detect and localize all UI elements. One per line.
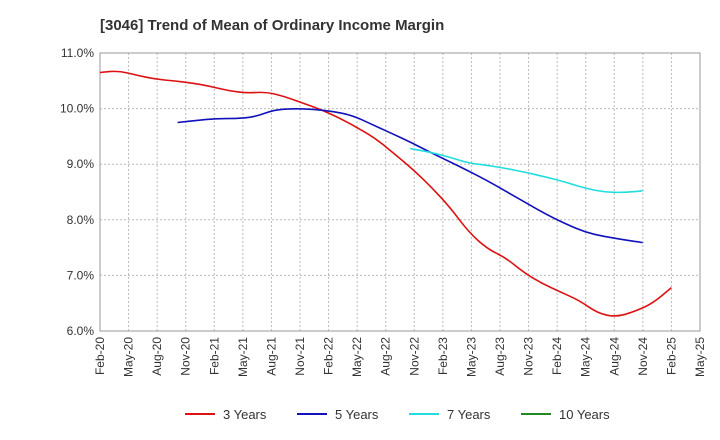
x-tick-label: Feb-22: [322, 337, 336, 375]
legend-label: 10 Years: [559, 407, 610, 422]
x-tick-label: Aug-24: [607, 337, 621, 376]
x-tick-label: May-25: [693, 337, 707, 377]
y-tick-label: 10.0%: [60, 102, 94, 116]
x-tick-label: May-21: [236, 337, 250, 377]
y-tick-label: 6.0%: [67, 324, 95, 338]
legend-label: 5 Years: [335, 407, 379, 422]
series-line-3-years: [99, 70, 672, 317]
legend-item-7-years: 7 Years: [409, 407, 491, 422]
x-tick-label: May-23: [464, 337, 478, 377]
legend-item-3-years: 3 Years: [185, 407, 267, 422]
y-tick-label: 11.0%: [61, 46, 94, 60]
series-line-5-years: [177, 108, 644, 244]
plot-frame: [99, 52, 701, 332]
axes: 6.0% 7.0% 8.0% 9.0% 10.0% 11.0% Feb-20 May-20 Au…: [60, 46, 707, 377]
legend-item-10-years: 10 Years: [521, 407, 610, 422]
x-tick-label: Feb-23: [436, 337, 450, 375]
x-tick-label: May-22: [350, 337, 364, 377]
x-tick-label: Aug-23: [493, 337, 507, 376]
x-tick-label: Nov-24: [636, 337, 650, 376]
x-tick-label: Aug-21: [264, 337, 278, 376]
chart-title: [3046] Trend of Mean of Ordinary Income …: [100, 17, 444, 34]
y-tick-label: 7.0%: [67, 268, 95, 282]
x-tick-label: Aug-20: [150, 337, 164, 376]
legend: 3 Years 5 Years 7 Years 10 Years: [185, 407, 610, 422]
x-tick-label: May-20: [122, 337, 136, 377]
x-tick-label: May-24: [579, 337, 593, 377]
x-tick-label: Feb-21: [207, 337, 221, 375]
series-lines: [99, 70, 672, 317]
legend-item-5-years: 5 Years: [297, 407, 379, 422]
x-tick-label: Feb-25: [664, 337, 678, 375]
x-tick-label: Aug-22: [379, 337, 393, 376]
x-tick-label: Feb-20: [93, 337, 107, 375]
y-tick-label: 8.0%: [67, 213, 95, 227]
series-line-7-years: [410, 147, 644, 194]
legend-label: 7 Years: [447, 407, 491, 422]
x-tick-label: Feb-24: [550, 337, 564, 375]
y-tick-label: 9.0%: [67, 157, 95, 171]
x-tick-label: Nov-23: [522, 337, 536, 376]
x-tick-label: Nov-22: [407, 337, 421, 376]
x-tick-label: Nov-21: [293, 337, 307, 376]
legend-label: 3 Years: [223, 407, 267, 422]
x-tick-label: Nov-20: [179, 337, 193, 376]
